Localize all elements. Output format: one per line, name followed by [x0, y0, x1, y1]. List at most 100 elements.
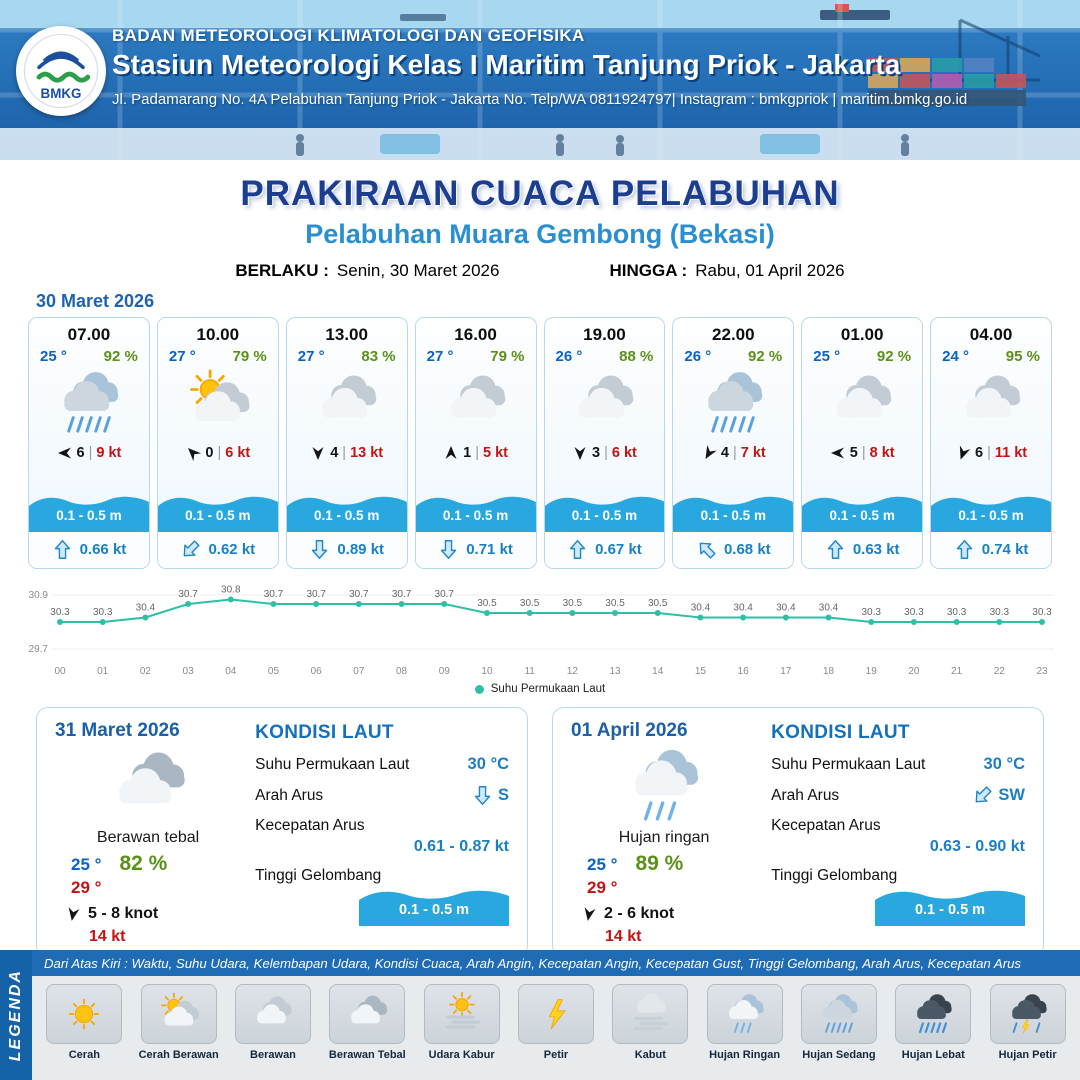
daily-date: 01 April 2026 — [571, 720, 688, 741]
wave-height-value: 0.1 - 0.5 m — [931, 506, 1051, 532]
current-speed-value: 0.61 - 0.87 kt — [413, 838, 509, 855]
svg-text:09: 09 — [439, 666, 451, 677]
current-direction-row: Arah Arus SW — [771, 785, 1025, 806]
current-row: 0.67 kt — [544, 532, 665, 568]
daily-date: 31 Maret 2026 — [55, 720, 180, 741]
legend-item: Petir — [512, 984, 600, 1061]
humidity: 92 % — [748, 348, 783, 365]
current-row: 0.74 kt — [931, 532, 1051, 568]
daily-temp-max: 29 ° — [71, 878, 102, 897]
wave-height-band: 0.1 - 0.5 m — [29, 494, 149, 532]
current-speed: 0.89 kt — [337, 541, 385, 558]
daily-weather-icon — [94, 744, 202, 828]
current-row: 0.89 kt — [286, 532, 407, 568]
svg-text:10: 10 — [481, 666, 493, 677]
current-speed: 0.67 kt — [595, 541, 642, 558]
current-direction-icon — [52, 539, 73, 560]
wind-speed: 5 — [849, 445, 858, 461]
wind-separator: | — [604, 445, 608, 461]
sst-chart-section: 30.9 29.7 30.3 00 30.3 01 30.4 02 30.7 03 30.8 04 30… — [26, 577, 1054, 695]
daily-condition: Berawan tebal — [96, 829, 200, 846]
wind-direction-icon — [182, 442, 205, 465]
valid-until-label: HINGGA : — [609, 261, 688, 280]
current-direction-icon — [825, 539, 846, 560]
daily-weather-icon — [610, 744, 718, 828]
wave-height-band: 0.1 - 0.5 m — [544, 494, 665, 532]
daily-weather-column: 31 Maret 2026 Berawan tebal 25 ° 82 % 29… — [55, 720, 241, 945]
legend-weather-icon — [706, 984, 783, 1044]
temp-humidity-row: 26 ° 88 % — [545, 345, 665, 365]
wave-crest-icon — [157, 496, 278, 506]
svg-text:30.5: 30.5 — [563, 598, 583, 609]
current-direction-text: S — [497, 786, 509, 804]
legend-item: Udara Kabur — [418, 984, 506, 1061]
legend-weather-icon — [612, 984, 689, 1044]
svg-text:30.4: 30.4 — [733, 603, 753, 614]
wind-speed: 6 — [76, 445, 85, 461]
svg-text:12: 12 — [567, 666, 579, 677]
daily-condition: Hujan ringan — [618, 829, 710, 846]
svg-text:30.7: 30.7 — [435, 589, 455, 600]
valid-from-value: Senin, 30 Maret 2026 — [336, 261, 500, 280]
daily-forecast-card: 31 Maret 2026 Berawan tebal 25 ° 82 % 29… — [36, 707, 528, 957]
weather-icon — [545, 365, 665, 441]
wind-speed: 4 — [330, 445, 339, 461]
current-speed-label: Kecepatan Arus — [255, 817, 365, 834]
svg-text:21: 21 — [951, 666, 963, 677]
svg-text:30.7: 30.7 — [306, 589, 326, 600]
wind-row: 5 | 8 kt — [802, 441, 922, 465]
legend-item: Cerah Berawan — [135, 984, 223, 1061]
forecast-time: 10.00 — [196, 325, 240, 344]
current-row: 0.63 kt — [802, 532, 923, 568]
legend-side-bar: LEGENDA — [0, 950, 32, 1080]
wave-height-label: Tinggi Gelombang — [255, 867, 382, 884]
valid-from-label: BERLAKU : — [235, 261, 329, 280]
svg-text:16: 16 — [738, 666, 750, 677]
current-direction-icon — [309, 539, 330, 560]
wave-height-row: Tinggi Gelombang — [771, 867, 1025, 885]
forecast-time: 19.00 — [583, 325, 626, 344]
daily-temp-max: 29 ° — [587, 878, 618, 897]
current-row: 0.62 kt — [157, 532, 278, 568]
wind-row: 4 | 13 kt — [287, 441, 407, 465]
legend-strip: LEGENDA Dari Atas Kiri : Waktu, Suhu Uda… — [0, 950, 1080, 1080]
svg-text:30.3: 30.3 — [861, 607, 881, 618]
station-name: Stasiun Meteorologi Kelas I Maritim Tanj… — [112, 49, 901, 80]
wave-height-band: 0.1 - 0.5 m — [286, 494, 407, 532]
validity-period: BERLAKU : Senin, 30 Maret 2026 HINGGA : Ra… — [0, 261, 1080, 281]
legend-item: Hujan Sedang — [795, 984, 883, 1061]
legend-item: Hujan Lebat — [889, 984, 977, 1061]
weather-icon — [287, 365, 407, 441]
wave-crest-icon — [544, 496, 665, 506]
wind-speed: 6 — [975, 445, 984, 461]
svg-text:30.4: 30.4 — [691, 603, 711, 614]
current-direction-icon — [438, 539, 459, 560]
legend-item-label: Udara Kabur — [428, 1049, 495, 1061]
port-name: Pelabuhan Muara Gembong (Bekasi) — [305, 219, 775, 249]
svg-text:04: 04 — [225, 666, 237, 677]
temp-humidity-row: 27 ° 79 % — [158, 345, 278, 365]
svg-text:30.3: 30.3 — [93, 607, 113, 618]
current-direction-icon — [692, 535, 722, 565]
wind-direction-icon — [580, 905, 599, 924]
legend-item: Berawan Tebal — [323, 984, 411, 1061]
daily-wind-row: 2 - 6 knot — [581, 905, 757, 923]
wave-height-band: 0.1 - 0.5 m — [673, 494, 794, 532]
humidity: 88 % — [619, 348, 654, 365]
wave-crest-icon — [931, 496, 1051, 506]
svg-text:11: 11 — [524, 666, 535, 677]
legend-description: Dari Atas Kiri : Waktu, Suhu Udara, Kele… — [32, 950, 1080, 976]
current-row: 0.71 kt — [415, 532, 536, 568]
air-temperature: 24 ° — [942, 348, 969, 365]
valid-until: HINGGA : Rabu, 01 April 2026 — [609, 261, 844, 281]
current-direction-icon — [968, 781, 998, 811]
current-speed: 0.68 kt — [723, 541, 771, 558]
svg-text:23: 23 — [1036, 666, 1048, 677]
svg-text:30.5: 30.5 — [520, 598, 540, 609]
valid-until-value: Rabu, 01 April 2026 — [695, 261, 845, 280]
wind-gust: 13 kt — [350, 445, 384, 461]
daily-temp-row: 25 ° 89 % — [587, 852, 757, 876]
temp-humidity-row: 26 ° 92 % — [673, 345, 793, 365]
svg-text:13: 13 — [609, 666, 621, 677]
